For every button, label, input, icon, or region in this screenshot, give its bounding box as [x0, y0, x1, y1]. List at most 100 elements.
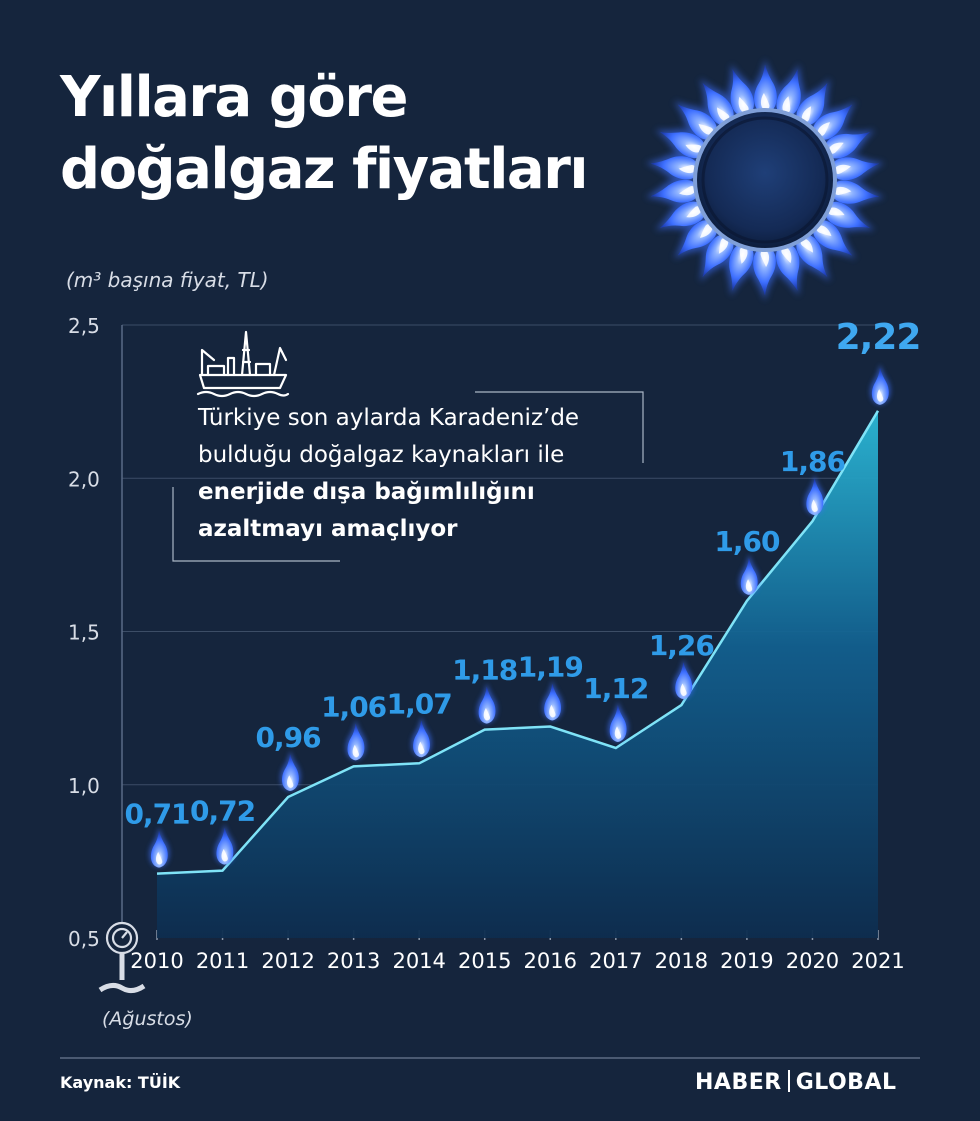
- burner-flame: [830, 154, 885, 183]
- y-tick-label: 2,5: [68, 314, 100, 338]
- y-axis-unit-label: (m³ başına fiyat, TL): [66, 268, 269, 292]
- x-tick-label: 2014: [392, 949, 445, 973]
- x-tick-label: 2019: [720, 949, 773, 973]
- x-tick-label: 2010: [130, 949, 183, 973]
- y-tick-label: 0,5: [68, 927, 100, 951]
- burner-flame-shape: [795, 234, 831, 282]
- burner-flame-shape: [774, 243, 803, 296]
- drilling-ship-icon: [196, 330, 290, 398]
- data-label: 1,19: [518, 651, 583, 684]
- annotation-text: Türkiye son aylarda Karadeniz’de bulduğu…: [198, 400, 628, 548]
- data-label: 0,71: [124, 798, 189, 831]
- gas-meter-icon: [98, 921, 146, 994]
- brand-logo: HABER GLOBAL: [695, 1070, 897, 1095]
- burner-flame: [824, 200, 875, 231]
- x-tick-label: 2015: [458, 949, 511, 973]
- burner-flame-shape: [645, 153, 700, 182]
- burner-flame-shape: [812, 219, 857, 259]
- burner-flame: [795, 234, 831, 282]
- data-label: 1,86: [780, 445, 845, 478]
- x-tick-label: 2020: [786, 949, 839, 973]
- burner-flame-shape: [824, 200, 875, 231]
- data-label: 2,22: [836, 317, 921, 358]
- data-label: 0,72: [190, 795, 255, 828]
- flame-icon: [476, 683, 498, 724]
- flame-icon: [804, 474, 826, 516]
- x-tick-label: 2018: [655, 949, 708, 973]
- brand-right: GLOBAL: [795, 1070, 897, 1095]
- y-tick-label: 2,0: [68, 467, 100, 491]
- brand-separator: [787, 1070, 790, 1092]
- flame-icon: [345, 719, 367, 761]
- burner-flame: [812, 101, 857, 141]
- burner-flame: [824, 129, 875, 160]
- x-tick-label: 2021: [851, 949, 904, 973]
- burner-flame-shape: [673, 219, 718, 259]
- flame-icon: [870, 364, 891, 405]
- source-label: Kaynak: TÜİK: [60, 1073, 181, 1092]
- burner-flame: [655, 129, 706, 160]
- flame-icon: [542, 679, 563, 721]
- burner-flame-shape: [830, 178, 885, 207]
- burner-flame-shape: [655, 129, 706, 160]
- flame-icon: [280, 750, 301, 792]
- x-tick-label: 2016: [524, 949, 577, 973]
- burner-flame-shape: [824, 129, 875, 160]
- title-line-2: doğalgaz fiyatları: [60, 137, 589, 202]
- flame-icon: [411, 716, 432, 758]
- burner-flame: [750, 246, 779, 301]
- flame-icon: [673, 658, 694, 700]
- annotation-bracket: [172, 391, 644, 562]
- data-label: 1,18: [452, 654, 517, 687]
- gas-burner-icon: [645, 59, 885, 301]
- burner-flame: [727, 64, 756, 117]
- flame-icon: [739, 554, 760, 595]
- burner-flame: [645, 153, 700, 182]
- data-label: 1,06: [321, 690, 386, 723]
- data-label: 1,26: [649, 629, 714, 662]
- data-label: 1,12: [583, 672, 648, 705]
- burner-flame-shape: [774, 64, 804, 117]
- burner-flame: [645, 177, 700, 206]
- x-tick-label: 2011: [196, 949, 249, 973]
- x-tick-label: 2012: [261, 949, 314, 973]
- burner-flame-shape: [655, 200, 706, 231]
- flame-icon: [149, 827, 170, 868]
- burner-flame-shape: [699, 78, 735, 126]
- burner-flame-shape: [750, 246, 779, 301]
- annotation-plain: Türkiye son aylarda Karadeniz’de bulduğu…: [198, 405, 580, 468]
- burner-flame-shape: [751, 59, 780, 114]
- data-point-flames: [149, 364, 891, 868]
- burner-flame: [699, 78, 735, 126]
- price-area: [157, 410, 878, 938]
- burner-flame: [655, 200, 706, 231]
- burner-flame-shape: [726, 243, 756, 296]
- brand-left: HABER: [695, 1070, 782, 1095]
- x-axis-ticks: 2010 2011 2012 2013 2014 2015 2016 2017 2018 2019…: [130, 930, 905, 973]
- data-label: 1,07: [387, 687, 452, 720]
- burner-flame: [812, 219, 857, 259]
- month-note: (Ağustos): [102, 1008, 193, 1030]
- title-line-1: Yıllara göre: [60, 65, 408, 130]
- flame-icon: [607, 701, 629, 742]
- burner-flame: [673, 101, 718, 141]
- data-label: 0,96: [256, 721, 321, 754]
- y-axis-ticks: 0,5 1,0 1,5 2,0 2,5: [68, 314, 100, 951]
- x-tick-label: 2013: [327, 949, 380, 973]
- flame-icon: [214, 824, 236, 865]
- y-tick-label: 1,0: [68, 774, 100, 798]
- y-tick-label: 1,5: [68, 621, 100, 645]
- burner-flame-shape: [727, 64, 756, 117]
- burner-flame-shape: [673, 101, 718, 141]
- burner-flame: [830, 178, 885, 207]
- data-label: 1,60: [714, 525, 780, 558]
- burner-flame: [726, 243, 756, 296]
- burner-flame: [751, 59, 780, 114]
- page-title: Yıllara göre doğalgaz fiyatları: [60, 62, 589, 206]
- data-labels: 0,71 0,72 0,961,06 1,071,18 1,191,121,26 1,60…: [124, 317, 921, 831]
- burner-flame-shape: [812, 101, 857, 141]
- burner-flame-shape: [830, 154, 885, 183]
